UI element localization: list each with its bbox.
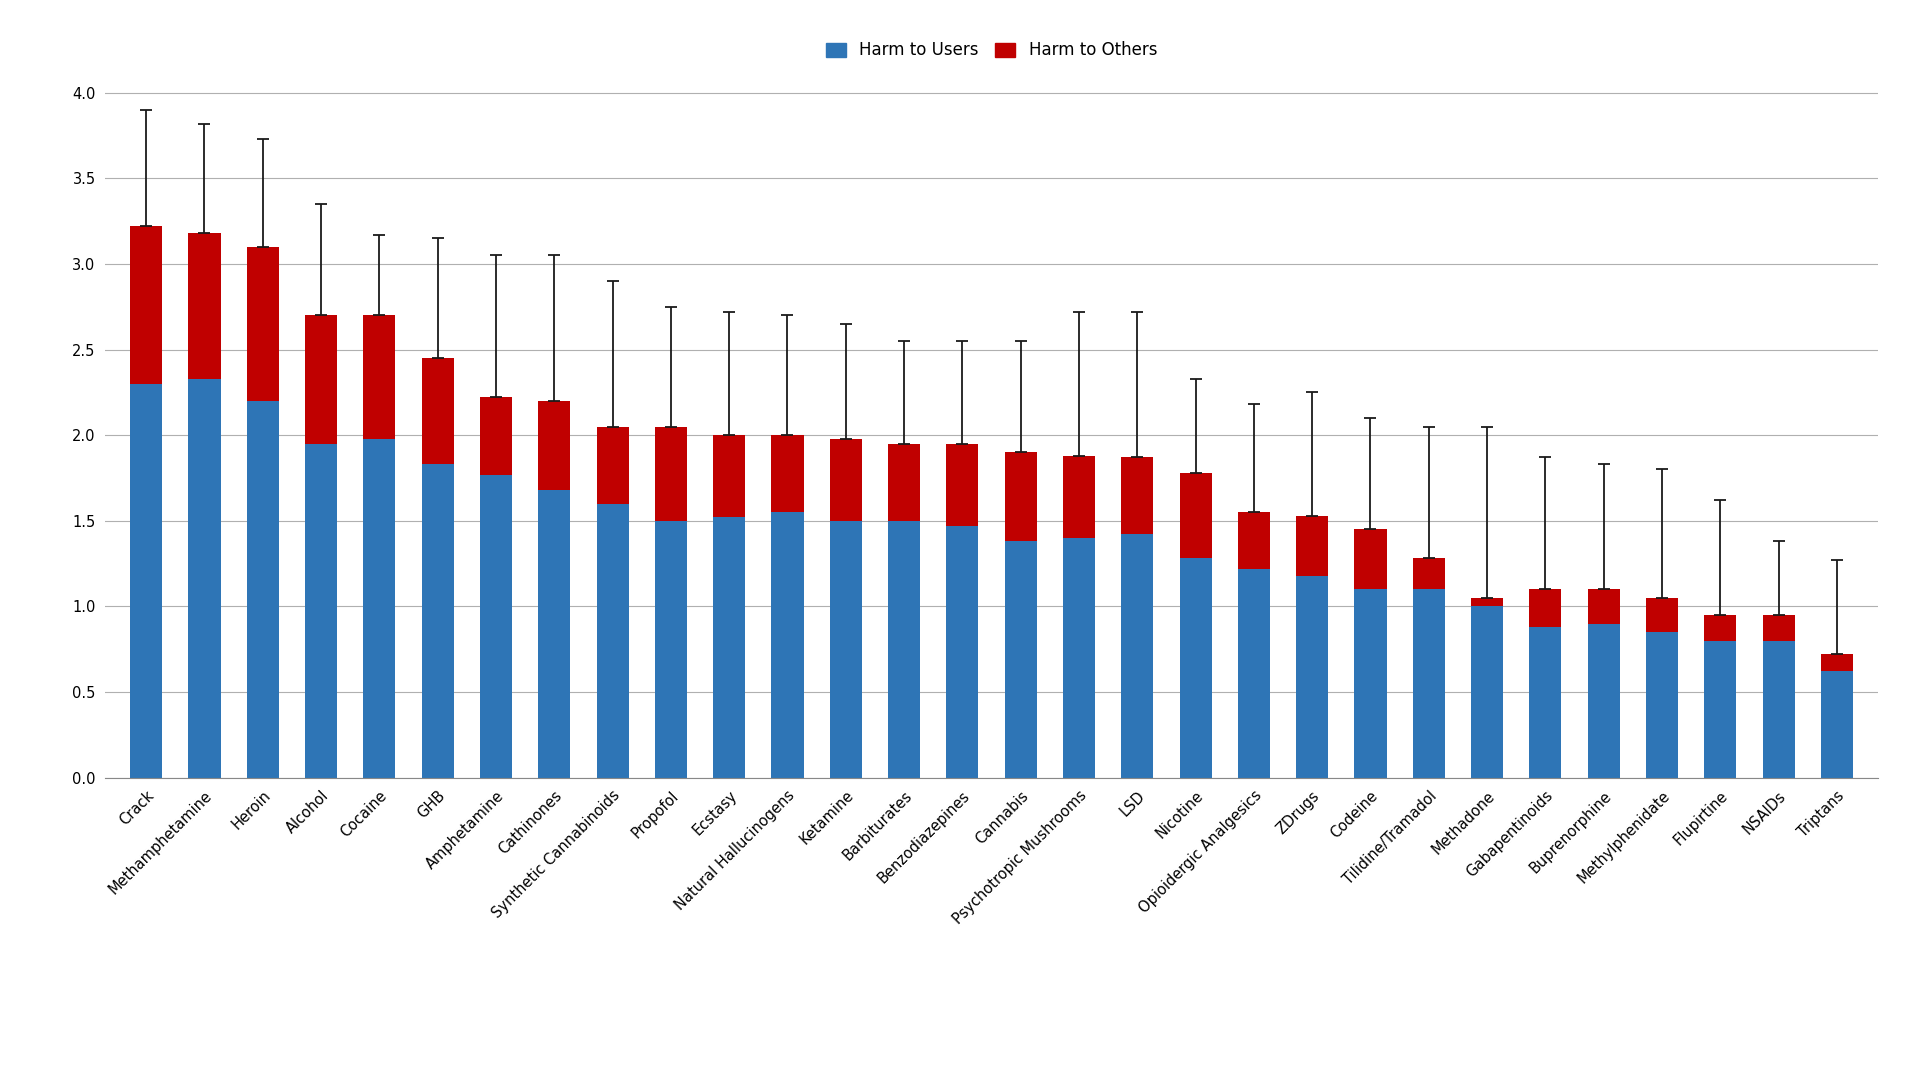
Bar <box>947 444 979 526</box>
Bar <box>1063 538 1096 778</box>
Bar <box>305 444 337 778</box>
Bar <box>1295 515 1328 576</box>
Bar <box>422 464 454 778</box>
Bar <box>422 359 454 464</box>
Bar <box>1529 626 1562 778</box>
Bar <box>1238 569 1270 778</box>
Bar <box>247 247 280 401</box>
Bar <box>772 435 803 512</box>
Bar <box>830 438 862 521</box>
Bar <box>1180 558 1211 778</box>
Bar <box>188 379 220 778</box>
Bar <box>1703 640 1736 778</box>
Bar <box>1004 541 1037 778</box>
Legend: Harm to Users, Harm to Others: Harm to Users, Harm to Others <box>820 35 1163 66</box>
Bar <box>1588 590 1619 623</box>
Bar <box>1355 529 1387 590</box>
Bar <box>1121 535 1153 778</box>
Bar <box>1588 623 1619 778</box>
Bar <box>305 315 337 444</box>
Bar <box>655 427 688 521</box>
Bar <box>364 438 395 778</box>
Bar <box>1238 512 1270 569</box>
Bar <box>479 397 512 474</box>
Bar <box>887 444 920 521</box>
Bar <box>655 521 688 778</box>
Bar <box>1529 590 1562 626</box>
Bar <box>1295 576 1328 778</box>
Bar <box>188 233 220 379</box>
Bar <box>247 401 280 778</box>
Bar <box>364 315 395 438</box>
Bar <box>1412 590 1445 778</box>
Bar <box>1471 606 1504 778</box>
Bar <box>596 503 628 778</box>
Bar <box>713 435 745 517</box>
Bar <box>1763 640 1795 778</box>
Bar <box>596 427 628 503</box>
Bar <box>1820 654 1853 672</box>
Bar <box>1646 598 1678 632</box>
Bar <box>1063 456 1096 538</box>
Bar <box>947 526 979 778</box>
Bar <box>1004 453 1037 541</box>
Bar <box>130 227 163 383</box>
Bar <box>772 512 803 778</box>
Bar <box>713 517 745 778</box>
Bar <box>1703 615 1736 640</box>
Bar <box>1820 672 1853 778</box>
Bar <box>1180 473 1211 558</box>
Bar <box>538 490 571 778</box>
Bar <box>1412 558 1445 590</box>
Bar <box>830 521 862 778</box>
Bar <box>1763 615 1795 640</box>
Bar <box>887 521 920 778</box>
Bar <box>1121 458 1153 535</box>
Bar <box>1471 598 1504 606</box>
Bar <box>538 401 571 490</box>
Bar <box>1646 632 1678 778</box>
Bar <box>130 383 163 778</box>
Bar <box>479 474 512 778</box>
Bar <box>1355 590 1387 778</box>
